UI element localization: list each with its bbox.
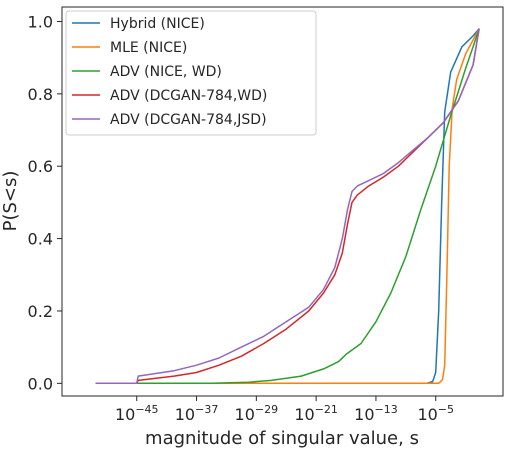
legend-label-3: ADV (NICE, WD) <box>110 64 222 80</box>
series-line-1 <box>95 28 480 385</box>
x-tick-label: 10−37 <box>175 403 219 424</box>
x-tick-label: 10−29 <box>235 403 279 424</box>
legend-label-1: Hybrid (NICE) <box>110 16 205 32</box>
legend-label-4: ADV (DCGAN-784,WD) <box>110 88 267 104</box>
x-axis-label: magnitude of singular value, s <box>145 428 419 449</box>
legend-label-5: ADV (DCGAN-784,JSD) <box>110 112 267 128</box>
y-tick-label: 0.0 <box>28 374 53 393</box>
y-tick-label: 0.6 <box>28 157 53 176</box>
series-line-2 <box>95 28 480 385</box>
y-tick-label: 1.0 <box>28 12 53 31</box>
y-axis-label: P(S<s) <box>0 171 21 232</box>
legend-label-2: MLE (NICE) <box>110 40 187 56</box>
x-tick-label: 10−5 <box>417 403 454 424</box>
y-tick-label: 0.8 <box>28 85 53 104</box>
y-tick-label: 0.4 <box>28 230 53 249</box>
y-axis: 0.0 0.2 0.4 0.6 0.8 1.0 <box>28 12 62 393</box>
x-axis: 10−45 10−37 10−29 10−21 10−13 10−5 <box>115 396 454 424</box>
series-layer <box>95 28 480 385</box>
y-tick-label: 0.2 <box>28 302 53 321</box>
x-tick-label: 10−21 <box>294 403 338 424</box>
legend: Hybrid (NICE) MLE (NICE) ADV (NICE, WD) ADV… <box>65 10 317 136</box>
legend-box <box>65 10 317 136</box>
series-line-5 <box>95 28 480 385</box>
x-tick-label: 10−45 <box>115 403 159 424</box>
x-tick-label: 10−13 <box>354 403 398 424</box>
